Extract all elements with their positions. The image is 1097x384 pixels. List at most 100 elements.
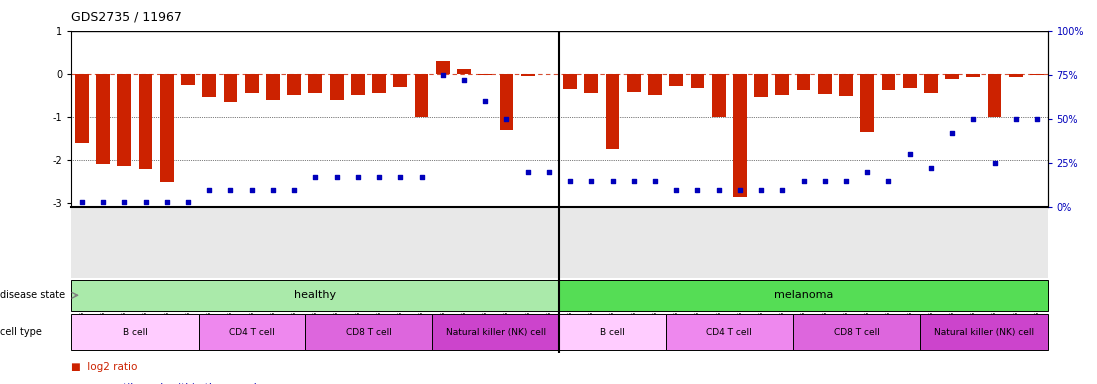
Bar [287, 74, 301, 95]
Point [222, 187, 239, 193]
Point [434, 72, 452, 78]
Bar [712, 74, 725, 117]
Bar [457, 70, 471, 74]
Text: B cell: B cell [600, 328, 625, 337]
Bar [839, 74, 852, 96]
Text: CD4 T cell: CD4 T cell [706, 328, 753, 337]
Point [923, 166, 940, 172]
Point [179, 199, 196, 205]
Point [562, 178, 579, 184]
Bar [181, 74, 195, 84]
Bar [987, 74, 1002, 117]
Text: cell type: cell type [0, 327, 42, 338]
Bar [882, 74, 895, 90]
Point [901, 151, 918, 157]
Point [1007, 116, 1025, 122]
Point [519, 169, 536, 175]
Point [625, 178, 643, 184]
Point [201, 187, 218, 193]
Bar [559, 280, 1048, 311]
Bar [793, 314, 920, 351]
Text: healthy: healthy [294, 290, 337, 300]
Bar [755, 74, 768, 98]
Bar [224, 74, 237, 102]
Text: melanoma: melanoma [773, 290, 834, 300]
Bar [372, 74, 386, 93]
Bar [75, 74, 89, 143]
Bar [626, 74, 641, 92]
Bar [920, 314, 1048, 351]
Point [540, 169, 557, 175]
Bar [521, 74, 534, 76]
Bar [966, 74, 981, 77]
Point [412, 174, 430, 180]
Bar [160, 74, 173, 182]
Point [583, 178, 600, 184]
Bar [499, 74, 513, 130]
Text: B cell: B cell [123, 328, 147, 337]
Point [115, 199, 133, 205]
Point [476, 98, 494, 104]
Point [242, 187, 260, 193]
Point [455, 77, 473, 83]
Bar [606, 74, 620, 149]
Point [943, 130, 961, 136]
Point [710, 187, 727, 193]
Point [349, 174, 366, 180]
Text: ■  percentile rank within the sample: ■ percentile rank within the sample [71, 383, 263, 384]
Bar [796, 74, 811, 90]
Bar [432, 314, 559, 351]
Bar [308, 74, 323, 93]
Bar [733, 74, 747, 197]
Point [306, 174, 324, 180]
Point [73, 199, 91, 205]
Point [1028, 116, 1045, 122]
Bar [776, 74, 789, 95]
Point [859, 169, 877, 175]
Bar [669, 74, 683, 86]
Text: ■  log2 ratio: ■ log2 ratio [71, 362, 138, 372]
Text: Natural killer (NK) cell: Natural killer (NK) cell [445, 328, 546, 337]
Bar [415, 74, 429, 117]
Point [646, 178, 664, 184]
Bar [138, 74, 152, 169]
Point [986, 160, 1004, 166]
Point [392, 174, 409, 180]
Bar [690, 74, 704, 88]
Bar [71, 280, 559, 311]
Bar [199, 314, 305, 351]
Text: Natural killer (NK) cell: Natural killer (NK) cell [934, 328, 1034, 337]
Point [137, 199, 155, 205]
Bar [71, 314, 199, 351]
Point [158, 199, 176, 205]
Point [773, 187, 791, 193]
Bar [117, 74, 132, 166]
Text: CD4 T cell: CD4 T cell [229, 328, 274, 337]
Point [794, 178, 812, 184]
Text: GDS2735 / 11967: GDS2735 / 11967 [71, 10, 182, 23]
Bar [394, 74, 407, 87]
Bar [585, 74, 598, 93]
Point [964, 116, 982, 122]
Bar [666, 314, 793, 351]
Text: disease state: disease state [0, 290, 65, 300]
Point [837, 178, 855, 184]
Bar [818, 74, 832, 94]
Bar [245, 74, 259, 93]
Point [285, 187, 303, 193]
Point [667, 187, 685, 193]
Bar [1009, 74, 1022, 77]
Bar [946, 74, 959, 79]
Text: CD8 T cell: CD8 T cell [346, 328, 392, 337]
Bar [924, 74, 938, 93]
Point [328, 174, 346, 180]
Bar [563, 74, 577, 89]
Point [94, 199, 112, 205]
Bar [202, 74, 216, 98]
Bar [559, 314, 666, 351]
Point [603, 178, 621, 184]
Point [371, 174, 388, 180]
Point [731, 187, 748, 193]
Point [753, 187, 770, 193]
Text: CD8 T cell: CD8 T cell [834, 328, 880, 337]
